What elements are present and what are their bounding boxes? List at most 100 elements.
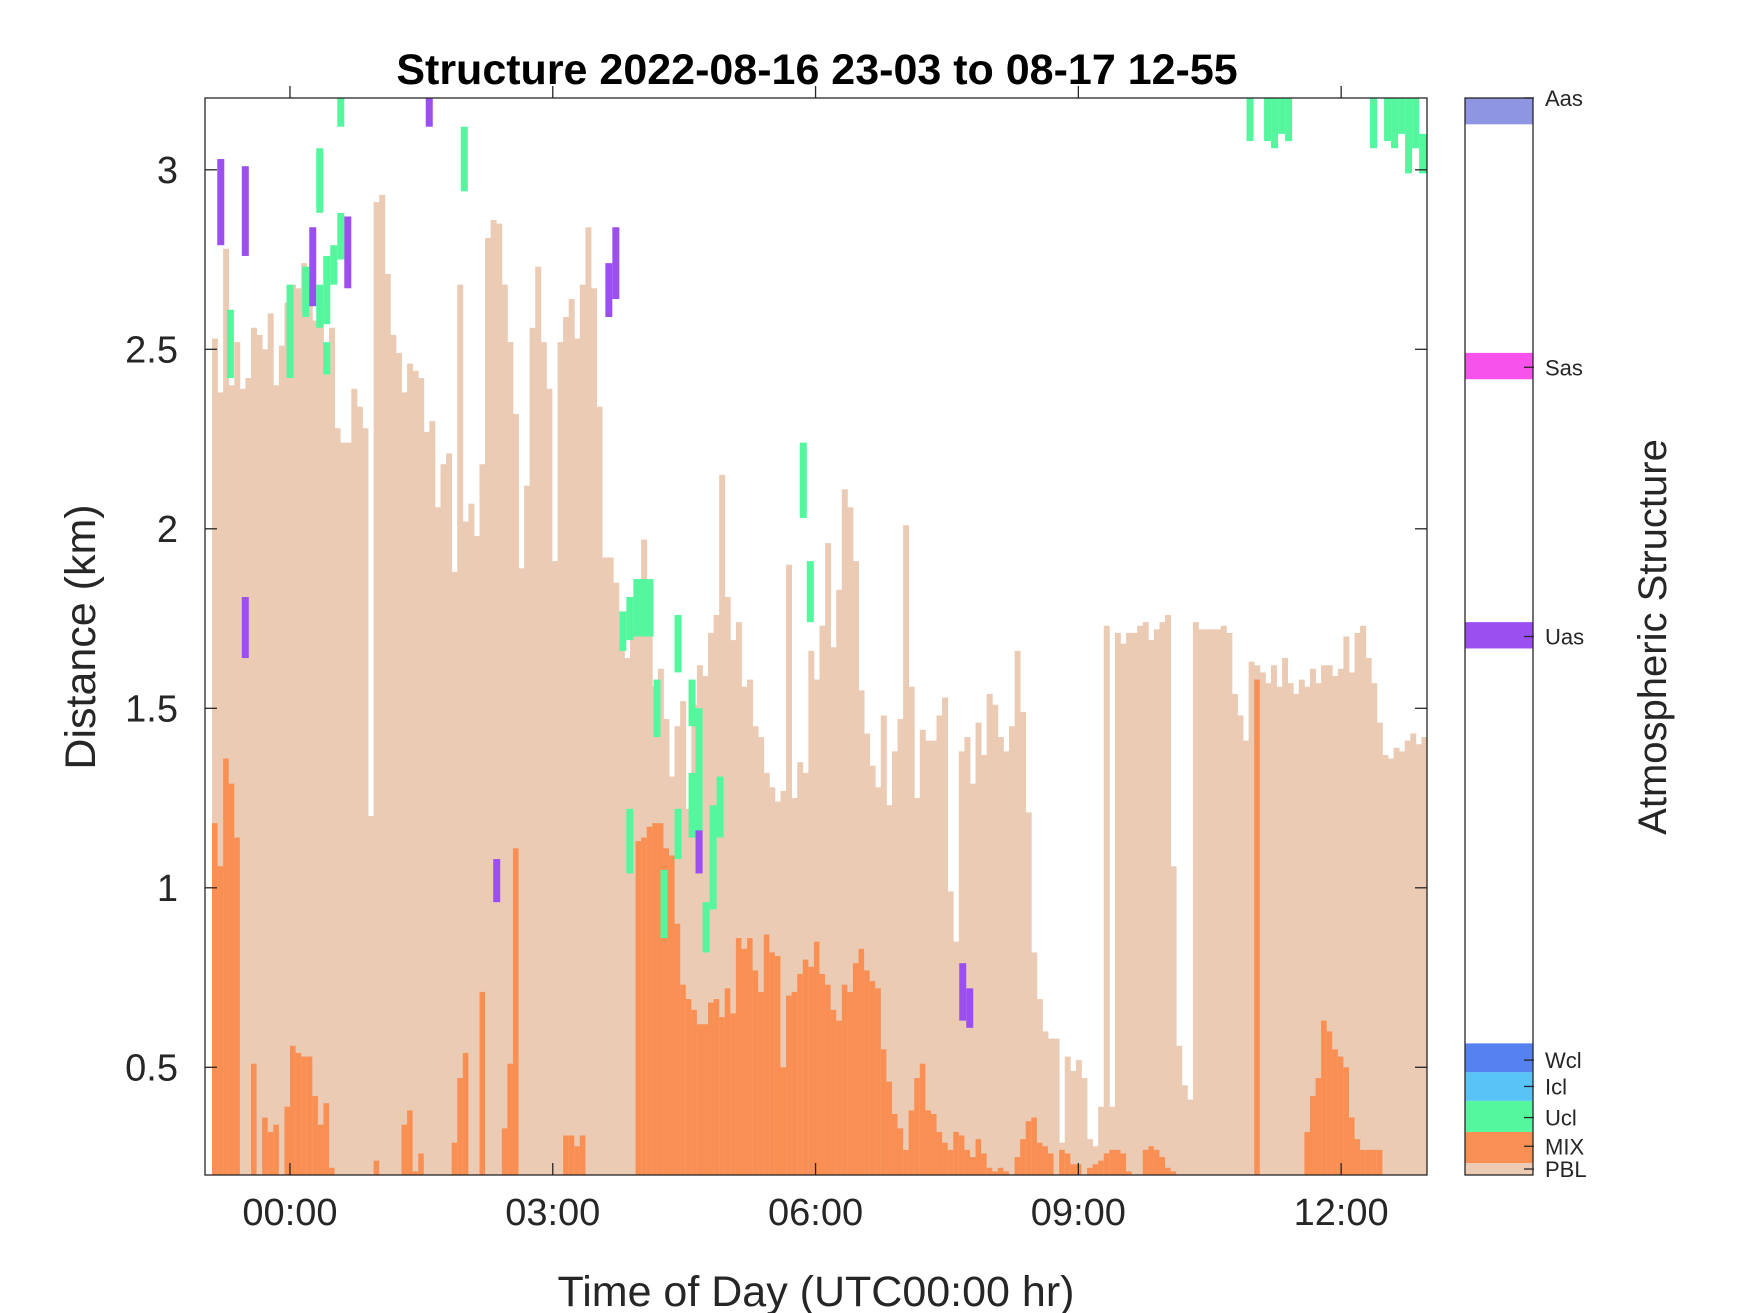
pbl-column [473,535,480,1175]
pbl-column [256,334,263,1175]
mix-column [919,1063,926,1175]
layer-uas [241,166,249,256]
mix-column [891,1113,898,1175]
pbl-column [791,798,798,1175]
pbl-column [284,302,291,1175]
mix-column [507,1063,514,1175]
pbl-column [886,805,893,1175]
pbl-column [1309,668,1316,1175]
layer-ucl [460,126,468,192]
y-tick-label: 2.5 [125,329,178,371]
pbl-column [574,338,581,1175]
pbl-column [312,320,319,1176]
mix-column [986,1167,993,1175]
pbl-column [1081,1078,1088,1175]
layer-ucl [660,869,668,939]
mix-column [1003,1171,1010,1175]
mix-column [997,1167,1004,1175]
pbl-column [1159,622,1166,1175]
pbl-column [1153,629,1160,1175]
layer-ucl [1412,98,1420,149]
pbl-column [568,299,575,1175]
pbl-column [847,507,854,1175]
pbl-column [1421,737,1428,1175]
pbl-column [1231,693,1238,1175]
pbl-column [1387,758,1394,1175]
mix-column [323,1103,330,1175]
pbl-column [819,625,826,1175]
pbl-column [630,629,636,1175]
mix-column [981,1153,988,1175]
pbl-column [1209,629,1216,1175]
mix-column [418,1153,425,1175]
mix-column [708,1002,714,1175]
mix-column [1332,1049,1339,1175]
pbl-column [1036,999,1043,1175]
pbl-column [919,729,926,1175]
mix-column [819,973,826,1175]
mix-column [1159,1157,1166,1175]
pbl-column [563,316,570,1175]
mix-column [479,991,486,1175]
mix-column [942,1142,949,1175]
pbl-column [1332,675,1339,1175]
pbl-column [1326,665,1333,1175]
pbl-column [262,349,269,1175]
pbl-column [356,406,363,1175]
mix-column [635,841,642,1175]
mix-column [964,1149,971,1175]
pbl-column [223,248,230,1175]
mix-column [914,1078,921,1175]
mix-column [947,1149,954,1175]
mix-column [992,1171,999,1175]
y-tick-label: 1.5 [125,688,178,730]
pbl-column [407,363,414,1175]
pbl-column [1293,693,1300,1175]
pbl-column [964,737,971,1175]
pbl-column [1009,726,1015,1175]
layer-ucl [695,708,703,870]
pbl-column [1003,751,1010,1175]
pbl-column [462,521,469,1175]
colorbar-swatch-uas [1465,622,1533,649]
mix-column [1059,1149,1066,1175]
pbl-column [212,338,218,1175]
layer-ucl [640,579,648,587]
mix-column [841,984,848,1175]
pbl-column [290,284,296,1175]
pbl-column [1087,1139,1093,1175]
pbl-column [1165,614,1172,1175]
colorbar-tick-label: MIX [1545,1134,1584,1159]
pbl-column [1114,632,1121,1175]
mix-column [234,837,241,1175]
pbl-column [953,941,960,1175]
y-tick-label: 0.5 [125,1047,178,1089]
pbl-column [245,378,252,1175]
layer-uas [493,859,501,903]
pbl-column [1365,658,1372,1175]
colorbar-swatch-icl [1465,1072,1533,1101]
mix-column [797,973,804,1175]
pbl-column [613,582,620,1175]
pbl-column [1265,683,1272,1175]
layer-ucl [286,284,294,379]
mix-column [284,1106,291,1175]
pbl-column [975,722,982,1175]
pbl-column [1098,1106,1105,1175]
mix-column [936,1131,943,1175]
pbl-column [747,679,754,1175]
pbl-column [1170,866,1177,1175]
pbl-column [1393,747,1400,1175]
mix-column [1321,1020,1328,1175]
pbl-column [395,352,402,1175]
mix-column [1014,1157,1021,1175]
pbl-column [490,220,497,1175]
pbl-column [741,686,748,1175]
mix-column [830,1009,837,1175]
mix-column [780,1067,787,1175]
cloud-aerosol-layers [217,98,1427,1028]
layer-uas [425,98,433,127]
pbl-column [730,640,737,1175]
layer-ucl [1271,98,1279,149]
